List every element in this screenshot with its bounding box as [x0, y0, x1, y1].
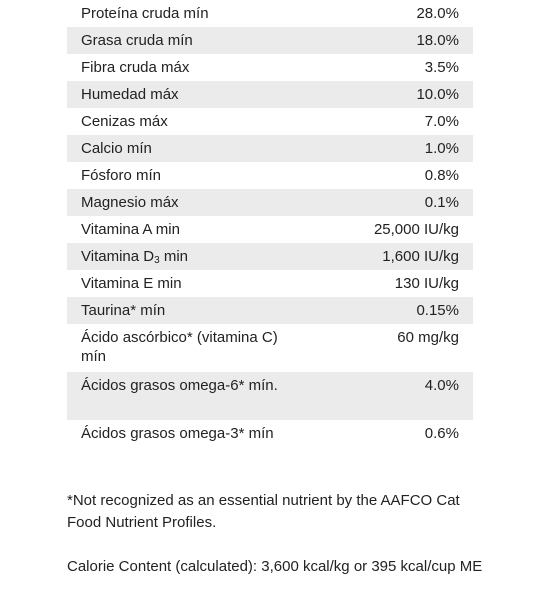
table-row: Humedad máx 10.0% [67, 81, 473, 108]
nutrient-label: Vitamina A min [81, 221, 180, 238]
nutrient-label-suffix: min [159, 248, 188, 265]
nutrient-label: Ácidos grasos omega-3* mín [81, 425, 274, 442]
nutrient-value: 1.0% [424, 140, 459, 157]
nutrient-value: 18.0% [416, 32, 459, 49]
nutrient-value: 4.0% [424, 377, 459, 394]
nutrient-label: Vitamina D3 min [81, 247, 188, 266]
table-row: Ácido ascórbico* (vitamina C) mín 60 mg/… [67, 324, 473, 372]
nutrient-label: Ácido ascórbico* (vitamina C) mín [81, 329, 278, 365]
nutrient-label: Fibra cruda máx [81, 59, 190, 76]
nutrient-label: Proteína cruda mín [81, 5, 209, 22]
nutrient-value: 0.8% [424, 167, 459, 184]
table-row: Ácidos grasos omega-6* mín. 4.0% [67, 372, 473, 420]
table-row: Ácidos grasos omega-3* mín 0.6% [67, 420, 473, 468]
nutrient-value: 28.0% [416, 5, 459, 22]
aafco-footnote: *Not recognized as an essential nutrient… [67, 492, 460, 531]
nutrient-value: 0.15% [416, 302, 459, 319]
nutrient-label: Cenizas máx [81, 113, 168, 130]
nutrient-value: 25,000 IU/kg [373, 221, 459, 238]
nutrient-label: Fósforo mín [81, 167, 162, 184]
nutrient-value: 0.1% [424, 194, 459, 211]
nutrient-value: 7.0% [424, 113, 459, 130]
table-row: Magnesio máx 0.1% [67, 189, 473, 216]
table-row: Vitamina E min 130 IU/kg [67, 270, 473, 297]
nutrient-label: Humedad máx [81, 86, 179, 103]
nutrient-label-main: Vitamina D [81, 248, 155, 265]
table-row: Proteína cruda mín 28.0% [67, 0, 473, 27]
nutrient-value: 60 mg/kg [397, 329, 459, 346]
nutrient-value: 3.5% [424, 59, 459, 76]
nutrient-label: Magnesio máx [81, 194, 179, 211]
table-row: Calcio mín 1.0% [67, 135, 473, 162]
table-row: Taurina* mín 0.15% [67, 297, 473, 324]
nutrient-value: 0.6% [424, 425, 459, 442]
table-row: Fósforo mín 0.8% [67, 162, 473, 189]
table-row: Grasa cruda mín 18.0% [67, 27, 473, 54]
nutrient-label: Taurina* mín [81, 302, 166, 319]
nutrient-label: Vitamina E min [81, 275, 182, 292]
nutrient-value: 1,600 IU/kg [382, 248, 459, 265]
table-row: Vitamina A min 25,000 IU/kg [67, 216, 473, 243]
nutrient-label-subscript: 3 [154, 255, 160, 266]
nutrient-value: 130 IU/kg [394, 275, 459, 292]
guaranteed-analysis-table: Proteína cruda mín 28.0% Grasa cruda mín… [67, 0, 473, 468]
table-row: Fibra cruda máx 3.5% [67, 54, 473, 81]
nutrient-label: Grasa cruda mín [81, 32, 193, 49]
table-row: Cenizas máx 7.0% [67, 108, 473, 135]
calorie-content: Calorie Content (calculated): 3,600 kcal… [67, 558, 483, 575]
table-row: Vitamina D3 min 1,600 IU/kg [67, 243, 473, 270]
nutrient-label: Ácidos grasos omega-6* mín. [81, 377, 278, 394]
nutrient-value: 10.0% [416, 86, 459, 103]
nutrient-label: Calcio mín [81, 140, 152, 157]
